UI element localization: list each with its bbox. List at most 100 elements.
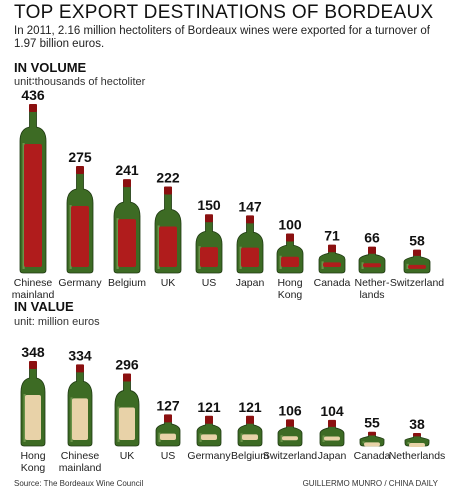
category-label: Japan — [236, 277, 265, 289]
source-note: Source: The Bordeaux Wine Council — [14, 479, 144, 488]
category-label: Switzerland — [390, 277, 444, 289]
value-label: 100 — [278, 216, 302, 232]
bottle-label — [160, 433, 176, 440]
category-label: Chinese mainland — [12, 277, 55, 301]
glass-highlight — [116, 218, 119, 269]
bottle-label — [364, 442, 380, 447]
bottle-label — [282, 436, 298, 441]
chart-subtitle: In 2011, 2.16 million hectoliters of Bor… — [14, 25, 430, 50]
category-label: Germany — [187, 450, 231, 462]
category-label: UK — [161, 277, 176, 289]
glass-highlight — [321, 261, 324, 269]
value-unit-label: unit: million euros — [14, 316, 100, 328]
bottle-capsule — [368, 431, 376, 436]
bottle-label — [324, 436, 340, 441]
value-label: 121 — [197, 399, 221, 415]
bottle-capsule — [328, 244, 336, 253]
bottle-capsule — [368, 246, 376, 254]
bottle-capsule — [76, 166, 84, 175]
glass-highlight — [69, 205, 72, 269]
glass-highlight — [361, 262, 364, 269]
glass-highlight — [199, 433, 202, 442]
bottle-9 — [359, 431, 385, 447]
bottle-2 — [67, 364, 93, 447]
glass-highlight — [407, 442, 410, 444]
bottle-5 — [196, 415, 222, 447]
glass-highlight — [406, 263, 409, 269]
bottle-label — [281, 256, 299, 267]
value-label: 334 — [68, 347, 92, 363]
glass-highlight — [158, 432, 161, 442]
glass-highlight — [240, 433, 243, 442]
category-label: Chinese mainland — [59, 450, 102, 474]
value-label: 55 — [364, 415, 380, 431]
value-label: 147 — [238, 198, 262, 214]
value-label: 222 — [156, 169, 180, 185]
value-label: 296 — [115, 357, 139, 373]
volume-bottle-chart: 436 Chinese mainland 275 Germany 241 Belgium 22… — [12, 87, 445, 301]
bottle-capsule — [246, 415, 254, 424]
bottle-label — [25, 395, 41, 440]
value-section-heading: IN VALUE — [14, 299, 74, 314]
bottle-capsule — [413, 249, 421, 256]
category-label: Nether-lands — [354, 277, 390, 301]
bottle-label — [71, 206, 89, 267]
bottle-label — [72, 398, 88, 440]
bottle-1 — [19, 104, 47, 274]
bottle-6 — [237, 415, 263, 447]
bottle-label — [409, 443, 425, 447]
bottle-label — [24, 144, 42, 267]
glass-highlight — [117, 406, 120, 442]
chart-title: TOP EXPORT DESTINATIONS OF BORDEAUX — [14, 2, 434, 23]
bottle-capsule — [76, 364, 84, 373]
value-label: 71 — [324, 228, 340, 244]
bottle-capsule — [29, 104, 37, 112]
bottle-capsule — [205, 214, 213, 223]
category-label: US — [202, 277, 217, 289]
bottle-7 — [276, 233, 304, 274]
bottle-capsule — [413, 433, 421, 437]
bottle-4 — [155, 414, 181, 447]
bottle-capsule — [286, 419, 294, 427]
bottle-label — [119, 407, 135, 440]
glass-highlight — [198, 246, 201, 269]
value-label: 150 — [197, 197, 221, 213]
glass-highlight — [279, 255, 282, 269]
category-label: Belgium — [231, 450, 269, 462]
value-bottle-chart: 348 Hong Kong 334 Chinese mainland 296 UK 127 US 1… — [20, 344, 446, 474]
value-label: 106 — [278, 402, 302, 418]
category-label: Hong Kong — [20, 450, 45, 474]
value-label: 66 — [364, 230, 380, 246]
value-label: 241 — [115, 162, 139, 178]
value-label: 275 — [68, 149, 92, 165]
bottle-capsule — [164, 186, 172, 195]
bottle-capsule — [205, 415, 213, 424]
bottle-capsule — [29, 361, 37, 369]
bottle-9 — [358, 246, 386, 274]
category-label: Canada — [314, 277, 351, 289]
bottle-10 — [404, 433, 430, 447]
bottle-label — [241, 247, 259, 267]
bottle-label — [159, 226, 177, 267]
glass-highlight — [362, 441, 365, 444]
category-label: Netherlands — [389, 450, 446, 462]
bottle-3 — [113, 179, 141, 274]
volume-section-heading: IN VOLUME — [14, 60, 87, 75]
category-label: Japan — [318, 450, 347, 462]
value-label: 121 — [238, 399, 262, 415]
category-label: Hong Kong — [277, 277, 302, 301]
value-label: 436 — [21, 87, 45, 103]
category-label: Canada — [354, 450, 391, 462]
category-label: Switzerland — [263, 450, 317, 462]
bottle-5 — [195, 214, 223, 274]
glass-highlight — [23, 394, 26, 442]
volume-unit-label: unit∶thousands of hectoliter — [14, 76, 146, 88]
bottle-label — [363, 263, 381, 268]
bottle-1 — [20, 361, 46, 447]
bottle-label — [118, 219, 136, 267]
bottle-capsule — [286, 233, 294, 242]
bottle-capsule — [123, 179, 131, 188]
bottle-capsule — [246, 215, 254, 224]
bottle-label — [200, 247, 218, 267]
glass-highlight — [239, 246, 242, 269]
